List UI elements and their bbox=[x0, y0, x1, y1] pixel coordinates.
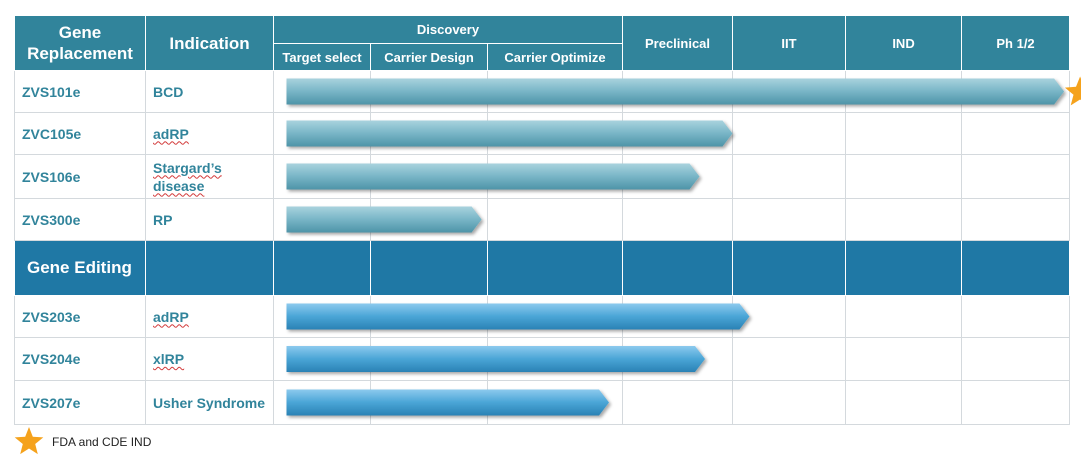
table-row: ZVS101e BCD bbox=[14, 70, 1071, 113]
program-indication: BCD bbox=[145, 70, 274, 113]
program-id: ZVC105e bbox=[14, 112, 146, 155]
legend: FDA and CDE IND bbox=[14, 427, 151, 457]
table-row: ZVS207e Usher Syndrome bbox=[14, 380, 1071, 425]
program-id: ZVS207e bbox=[14, 380, 146, 425]
table-row: ZVS203e adRP bbox=[14, 295, 1071, 338]
program-id: ZVS101e bbox=[14, 70, 146, 113]
program-indication: RP bbox=[145, 198, 274, 241]
program-indication: adRP bbox=[145, 295, 274, 338]
program-id: ZVS106e bbox=[14, 154, 146, 199]
program-indication: adRP bbox=[145, 112, 274, 155]
program-id: ZVS300e bbox=[14, 198, 146, 241]
header-ind: IND bbox=[845, 15, 963, 71]
header-discovery: Discovery bbox=[272, 15, 624, 44]
table-row: ZVC105e adRP bbox=[14, 112, 1071, 155]
section-title: Gene Editing bbox=[14, 240, 146, 296]
table-row: ZVS204e xlRP bbox=[14, 337, 1071, 381]
legend-label: FDA and CDE IND bbox=[52, 435, 152, 449]
header-indication: Indication bbox=[145, 15, 274, 71]
table-row: ZVS106e Stargard’s disease bbox=[14, 154, 1071, 199]
program-indication: xlRP bbox=[145, 337, 274, 381]
pipeline-table: Gene Replacement Indication Discovery Pr… bbox=[14, 15, 1071, 425]
header-ph12: Ph 1/2 bbox=[961, 15, 1071, 71]
program-id: ZVS203e bbox=[14, 295, 146, 338]
header-gene-replacement: Gene Replacement bbox=[14, 15, 146, 71]
header-carrier-optimize: Carrier Optimize bbox=[486, 43, 624, 71]
header-iit: IIT bbox=[732, 15, 847, 71]
header-target-select: Target select bbox=[273, 43, 371, 71]
section-row-gene-editing: Gene Editing bbox=[14, 240, 1071, 296]
program-indication: Usher Syndrome bbox=[145, 380, 274, 425]
header-preclinical: Preclinical bbox=[622, 15, 734, 71]
program-indication: Stargard’s disease bbox=[145, 154, 274, 199]
program-id: ZVS204e bbox=[14, 337, 146, 381]
star-icon bbox=[14, 427, 44, 455]
table-row: ZVS300e RP bbox=[14, 198, 1071, 241]
header-carrier-design: Carrier Design bbox=[370, 43, 488, 71]
